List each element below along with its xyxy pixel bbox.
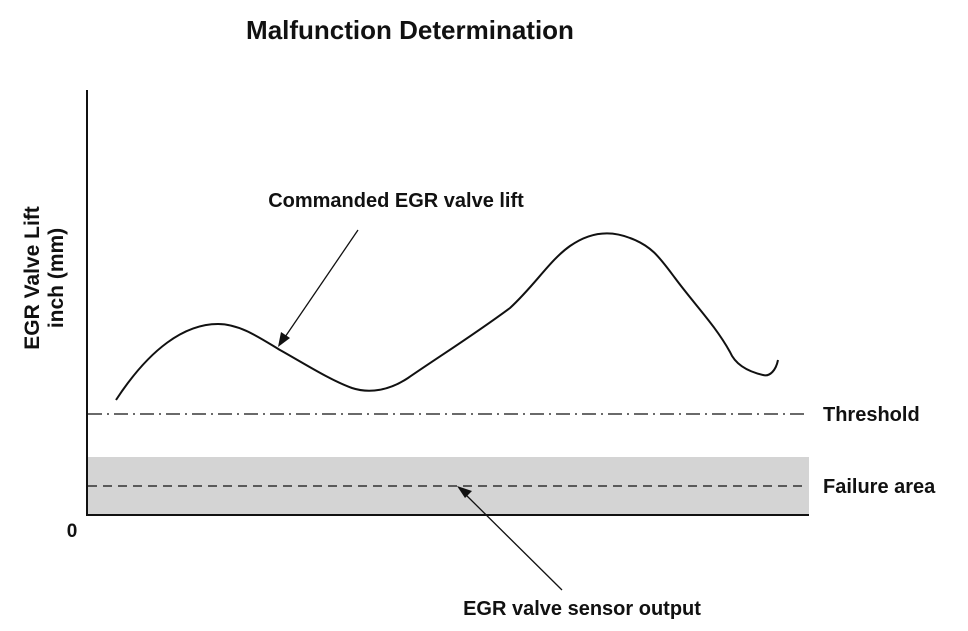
- commanded-label: Commanded EGR valve lift: [268, 190, 524, 212]
- sensor-arrow-line: [461, 490, 563, 591]
- threshold-label: Threshold: [823, 404, 920, 426]
- diagram-title: Malfunction Determination: [246, 15, 574, 45]
- sensor-output-label: EGR valve sensor output: [463, 598, 701, 620]
- commanded-arrow-line: [282, 229, 359, 341]
- y-axis-label: EGR Valve Lift inch (mm): [21, 206, 68, 350]
- y-axis-label-line2: inch (mm): [45, 228, 68, 328]
- commanded-lift-curve: [115, 232, 779, 401]
- failure-area-label: Failure area: [823, 476, 936, 498]
- commanded-arrow-head: [278, 332, 290, 347]
- origin-label: 0: [67, 521, 78, 542]
- sensor-arrow-head: [457, 486, 472, 498]
- y-axis-label-line1: EGR Valve Lift: [21, 206, 44, 350]
